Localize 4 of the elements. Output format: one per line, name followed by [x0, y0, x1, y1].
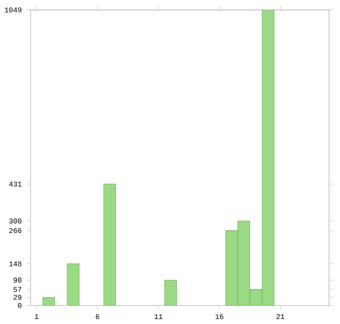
bar [66, 264, 80, 306]
bar [42, 297, 56, 306]
bar [103, 184, 116, 306]
bar [164, 280, 177, 306]
